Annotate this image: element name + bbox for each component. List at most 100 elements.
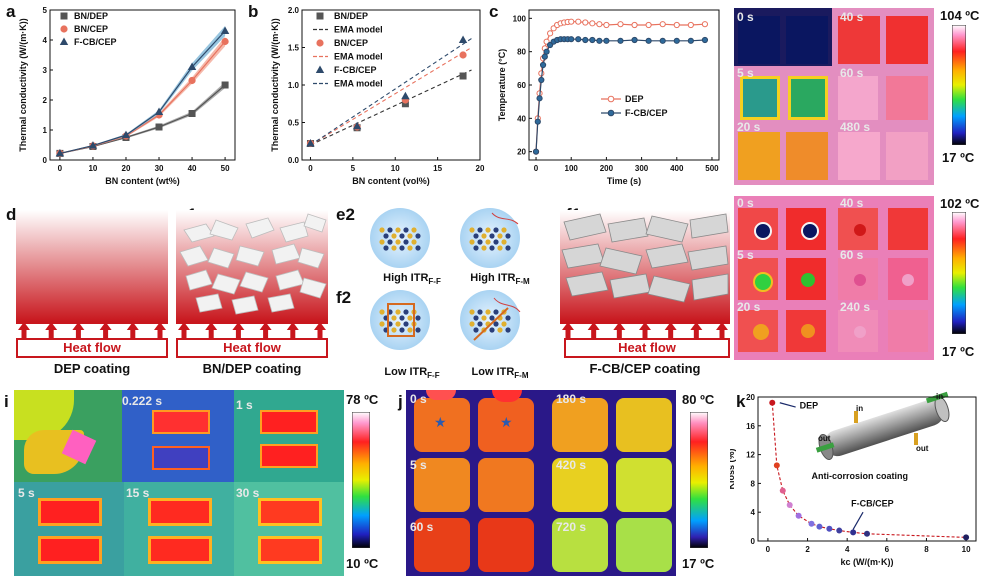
x-tick-label: 6 [885,545,890,554]
y-tick-label: 2.0 [288,6,300,15]
heat-flow-arrow [639,322,651,338]
caption-dep: DEP coating [53,361,131,376]
heat-exchanger-pipe-icon [815,391,950,461]
atom [469,239,475,245]
colorbar-max-h: 102 ºC [940,196,980,211]
legend-label: BN/DEP [334,11,368,21]
y-tick-label: 16 [746,422,755,431]
legend-label: F-CB/CEP [625,108,668,118]
atom [481,245,487,251]
atom [501,227,507,233]
time-label: 5 s [18,486,35,500]
atom [415,245,421,251]
data-point [808,520,815,527]
data-point [534,118,541,125]
time-label: 30 s [236,486,260,500]
time-label: 0 s [737,196,754,210]
atom [477,309,483,315]
atom [415,315,421,321]
x-tick-label: 20 [122,164,131,173]
thermal-image-g: 0 s 40 s 5 s 60 s 20 s 480 s [734,8,934,185]
time-label: 5 s [737,66,754,80]
atom [387,227,393,233]
data-point [687,21,694,29]
atom [395,321,401,327]
atom [399,245,405,251]
star-marker-icon: ★ [500,414,513,430]
heat-flow-arrow [690,322,703,338]
data-point [547,30,554,37]
legend-label: DEP [625,94,644,104]
itr-low-fm: Low ITRF-M [471,366,529,381]
atom [477,321,483,327]
atom [469,227,475,233]
legend-marker [607,109,615,117]
annotation-dep: DEP [800,401,819,411]
colorbar-i [352,412,370,548]
x-tick-label: 10 [962,545,971,554]
thermal-image-i: 0.222 s 1 s 5 s 15 s 30 s [14,390,344,576]
y-axis-label: Thermal conductivity (W/(m·K)) [18,18,28,152]
data-point [769,399,776,406]
data-point [617,21,624,28]
time-label: 1 s [236,398,253,412]
colorbar-min-i: 10 ºC [346,556,379,571]
panel-label-b: b [248,2,259,21]
data-point [582,19,589,26]
x-tick-label: 8 [924,545,929,554]
annotation-fcb: F-CB/CEP [851,498,894,508]
data-point [459,72,467,80]
x-axis-label: kc (W/(m·K)) [841,557,894,567]
legend-marker [315,65,325,73]
data-point [589,20,596,27]
atom [501,321,507,327]
atom [403,309,409,315]
atom [411,227,417,233]
pipe-label-in: in [936,392,943,401]
heat-flow-arrow [562,322,574,338]
atom [485,239,491,245]
data-point [220,26,230,34]
atom [415,327,421,333]
x-tick-label: 4 [845,545,850,554]
heat-flow-arrow [613,322,626,338]
y-tick-label: 0.0 [288,156,300,165]
chart-c: 0 100 200 300 400 500 20 40 60 80 100 Time (s) Tempe… [497,9,720,186]
data-point [701,36,709,44]
heat-flow-arrow [286,322,299,338]
heat-flow-arrow [587,322,600,338]
atom [497,233,503,239]
x-tick-label: 300 [635,164,649,173]
legend-label: BN/CEP [74,24,108,34]
atom [473,327,479,333]
y-tick-label: 0 [43,156,48,165]
data-point [221,81,229,89]
time-label: 60 s [840,248,864,262]
time-label: 0.222 s [122,394,163,408]
y-tick-label: 80 [517,48,526,57]
legend-label: F-CB/CEP [74,37,117,47]
series-line [535,38,705,152]
y-tick-label: 0 [751,537,756,546]
panel-label-a: a [6,2,16,21]
x-tick-label: 200 [600,164,614,173]
annotation-coating: Anti-corrosion coating [812,471,909,481]
y-tick-label: 40 [517,114,526,123]
legend-marker [316,39,324,47]
time-label: 20 s [737,120,761,134]
atom [407,233,413,239]
data-point [306,139,315,147]
legend-marker [59,37,69,45]
atom [407,245,413,251]
atom [379,239,385,245]
pipe-label-out: out [916,444,929,453]
data-point [645,21,652,29]
atom [477,227,483,233]
data-point [816,523,823,530]
data-point [645,37,652,44]
data-point [121,130,131,139]
atom [407,315,413,321]
pipe-label-in: in [856,404,863,413]
x-tick-label: 5 [351,164,356,173]
data-point [850,529,857,536]
